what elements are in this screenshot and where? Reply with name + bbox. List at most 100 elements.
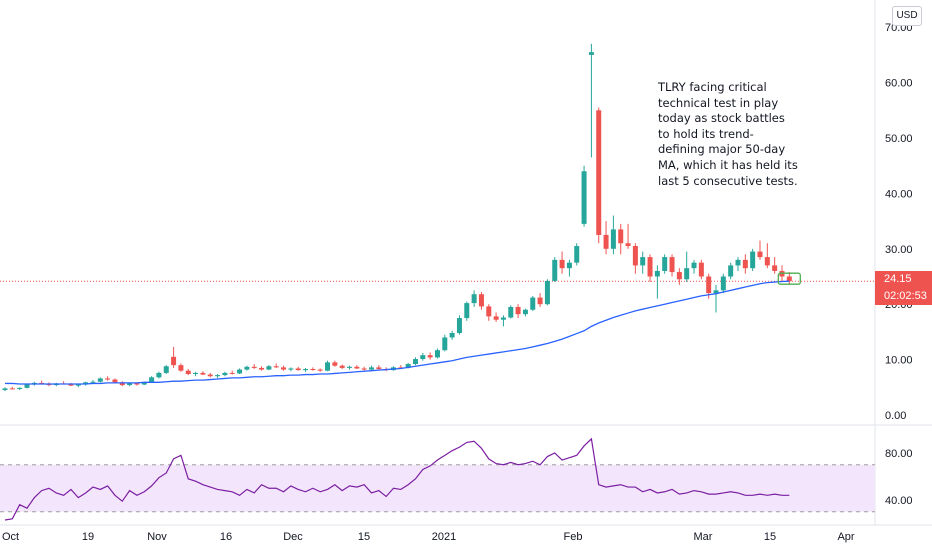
rsi-band xyxy=(0,464,875,512)
candle-body xyxy=(772,265,778,271)
candle-body xyxy=(420,355,426,360)
candle-body xyxy=(742,259,748,269)
candle-body xyxy=(9,388,15,390)
candle-body xyxy=(618,229,624,244)
candle-body xyxy=(588,52,594,55)
candle-body xyxy=(434,350,440,358)
time-axis-tick-label: Dec xyxy=(283,531,303,543)
candle-body xyxy=(720,276,726,291)
candle-body xyxy=(684,268,690,280)
time-axis-tick-label: 19 xyxy=(82,531,94,543)
price-axis-tick-label: 0.00 xyxy=(885,410,906,422)
rsi-axis-tick-label: 40.00 xyxy=(885,495,913,507)
candle-body xyxy=(735,259,741,266)
candle-body xyxy=(163,366,169,373)
candle-body xyxy=(698,262,704,277)
candle-body xyxy=(376,367,382,370)
candle-body xyxy=(347,366,353,368)
candle-body xyxy=(559,259,565,269)
candle-body xyxy=(281,367,287,370)
price-axis-tick-label: 10.00 xyxy=(885,355,913,367)
moving-average-line xyxy=(5,280,790,385)
candle-body xyxy=(757,251,763,258)
candle-body xyxy=(266,366,272,370)
candle-body xyxy=(90,381,96,383)
candle-body xyxy=(647,257,653,277)
candle-body xyxy=(676,272,682,280)
candle-body xyxy=(442,337,448,351)
candle-body xyxy=(193,372,199,375)
time-axis-tick-label: 2021 xyxy=(432,531,456,543)
candle-body xyxy=(97,378,103,382)
candle-body xyxy=(75,384,81,386)
candle-body xyxy=(493,316,499,320)
candle-body xyxy=(603,234,609,249)
candle-body xyxy=(500,317,506,320)
candle-body xyxy=(412,359,418,365)
rsi-line xyxy=(4,437,790,521)
candle-body xyxy=(574,246,580,263)
candle-body xyxy=(662,257,668,271)
candle-body xyxy=(654,270,660,277)
price-axis-tick-label: 60.00 xyxy=(885,78,913,90)
price-axis-tick-label: 50.00 xyxy=(885,133,913,145)
candle-body xyxy=(544,280,550,305)
candle-body xyxy=(295,368,301,371)
candle-body xyxy=(691,262,697,269)
candle-body xyxy=(222,372,228,376)
candle-body xyxy=(2,388,8,391)
time-axis-tick-label: Mar xyxy=(694,531,713,543)
candle-body xyxy=(185,370,191,375)
price-axis-tick-label: 40.00 xyxy=(885,188,913,200)
candle-body xyxy=(24,384,30,388)
candle-body xyxy=(119,382,125,386)
candle-body xyxy=(669,257,675,273)
candle-body xyxy=(625,243,631,247)
candle-body xyxy=(427,355,433,358)
candle-body xyxy=(251,366,257,368)
candle-body xyxy=(552,259,558,281)
candle-body xyxy=(464,303,470,319)
candle-body xyxy=(178,365,184,371)
time-axis-tick-label: 15 xyxy=(764,531,776,543)
ma-test-highlight-box xyxy=(777,272,801,285)
candle-body xyxy=(471,294,477,304)
candle-body xyxy=(361,368,367,370)
candle-body xyxy=(310,369,316,371)
candle-body xyxy=(68,383,74,386)
candle-body xyxy=(105,378,111,380)
candle-body xyxy=(522,309,528,315)
candle-body xyxy=(530,297,536,310)
candle-body xyxy=(215,375,221,377)
time-axis-tick-label: Apr xyxy=(837,531,854,543)
candle-body xyxy=(339,365,345,368)
time-axis-tick-label: 15 xyxy=(358,531,370,543)
chart-annotation-text: TLRY facing critical technical test in p… xyxy=(658,80,798,188)
candle-body xyxy=(288,368,294,370)
candle-body xyxy=(317,369,323,371)
price-axis-tick-label: 30.00 xyxy=(885,244,913,256)
candle-body xyxy=(750,251,756,269)
candle-body xyxy=(354,366,360,369)
candle-body xyxy=(581,171,587,224)
candle-body xyxy=(149,377,155,383)
candle-body xyxy=(207,374,213,377)
candle-body xyxy=(237,369,243,374)
candle-body xyxy=(369,367,374,370)
candle-body xyxy=(273,366,279,368)
time-axis-tick-label: 16 xyxy=(220,531,232,543)
candle-body xyxy=(728,265,734,277)
bar-countdown: 02:02:53 xyxy=(884,290,927,302)
candle-body xyxy=(478,294,484,307)
candle-body xyxy=(596,110,602,235)
candle-body xyxy=(156,372,162,378)
candle-body xyxy=(706,276,712,294)
time-axis-tick-label: Nov xyxy=(147,531,167,543)
candle-body xyxy=(332,362,338,366)
candle-body xyxy=(713,290,719,294)
candle-body xyxy=(229,372,235,374)
candle-body xyxy=(640,257,646,266)
currency-button[interactable]: USD xyxy=(892,6,922,26)
